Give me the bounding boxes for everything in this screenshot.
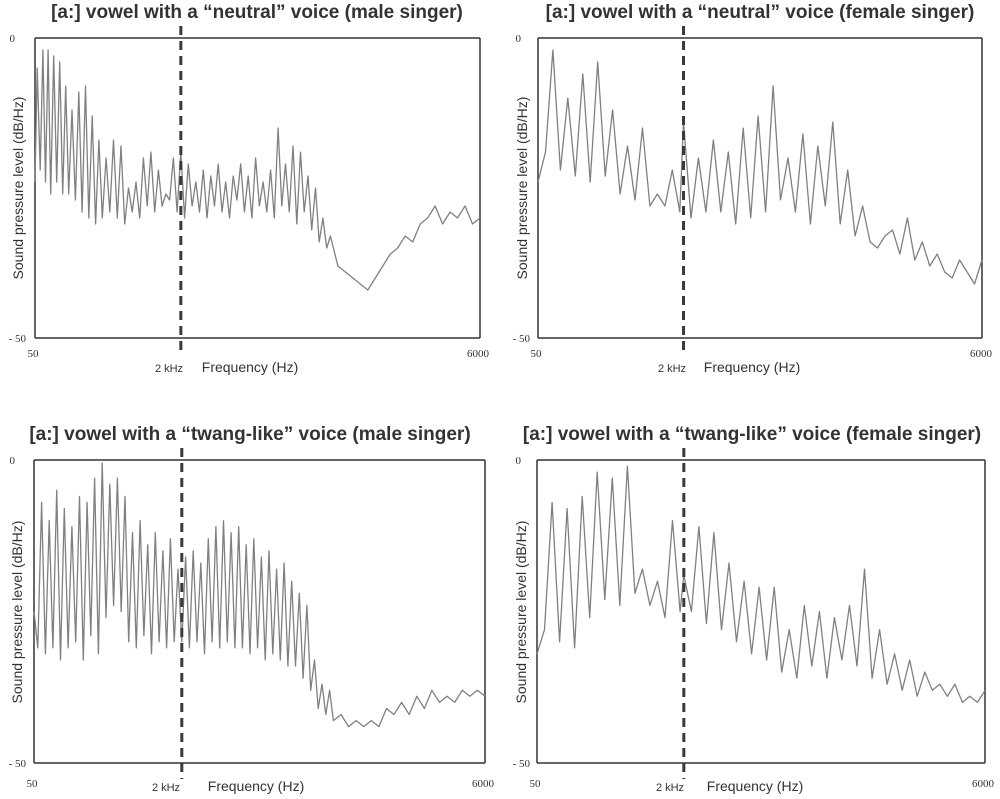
y-tick-label-bottom: - 50	[9, 333, 27, 345]
x-tick-label-start: 50	[27, 778, 39, 790]
spectrum-line-0	[33, 462, 486, 728]
marker-label: 2 kHz	[658, 363, 686, 375]
x-tick-label-end: 6000	[970, 348, 993, 360]
chart-neutral-male: [a:] vowel with a “neutral” voice (male …	[9, 2, 490, 375]
chart-title: [a:] vowel with a “twang-like” voice (fe…	[523, 424, 981, 445]
marker-label: 2 kHz	[152, 782, 180, 794]
x-axis-label: Frequency (Hz)	[202, 359, 298, 375]
x-tick-label-start: 50	[28, 348, 40, 360]
x-tick-label-start: 50	[530, 778, 542, 790]
spectrum-line-0	[536, 465, 986, 704]
x-axis-label: Frequency (Hz)	[707, 778, 803, 794]
x-axis-label: Frequency (Hz)	[704, 359, 800, 375]
y-tick-label-bottom: - 50	[513, 333, 531, 345]
x-tick-label-end: 6000	[472, 778, 495, 790]
y-axis-label: Sound pressure level (dB/Hz)	[514, 97, 530, 280]
y-tick-label-bottom: - 50	[513, 758, 531, 770]
y-tick-label-top: 0	[516, 455, 522, 467]
y-tick-label-top: 0	[10, 455, 16, 467]
chart-title: [a:] vowel with a “neutral” voice (femal…	[546, 2, 975, 23]
chart-title: [a:] vowel with a “twang-like” voice (ma…	[29, 424, 470, 445]
marker-label: 2 kHz	[656, 782, 684, 794]
y-axis-label: Sound pressure level (dB/Hz)	[9, 521, 25, 704]
x-tick-label-end: 6000	[467, 348, 490, 360]
y-axis-label: Sound pressure level (dB/Hz)	[10, 97, 26, 280]
plot-frame	[34, 37, 481, 339]
x-tick-label-start: 50	[531, 348, 543, 360]
chart-twang-female: [a:] vowel with a “twang-like” voice (fe…	[513, 424, 995, 794]
x-axis-label: Frequency (Hz)	[208, 778, 304, 794]
spectrum-line-0	[537, 49, 983, 285]
plot-frame	[536, 459, 986, 764]
plot-frame	[537, 37, 983, 339]
chart-title: [a:] vowel with a “neutral” voice (male …	[51, 2, 463, 23]
chart-twang-male: [a:] vowel with a “twang-like” voice (ma…	[9, 424, 495, 794]
y-axis-label: Sound pressure level (dB/Hz)	[513, 521, 529, 704]
y-tick-label-top: 0	[516, 33, 522, 45]
y-tick-label-bottom: - 50	[9, 758, 27, 770]
plot-frame	[33, 459, 486, 764]
chart-neutral-female: [a:] vowel with a “neutral” voice (femal…	[513, 2, 993, 375]
x-tick-label-end: 6000	[972, 778, 995, 790]
marker-label: 2 kHz	[155, 363, 183, 375]
y-tick-label-top: 0	[10, 33, 16, 45]
spectrum-line-0	[34, 49, 481, 291]
